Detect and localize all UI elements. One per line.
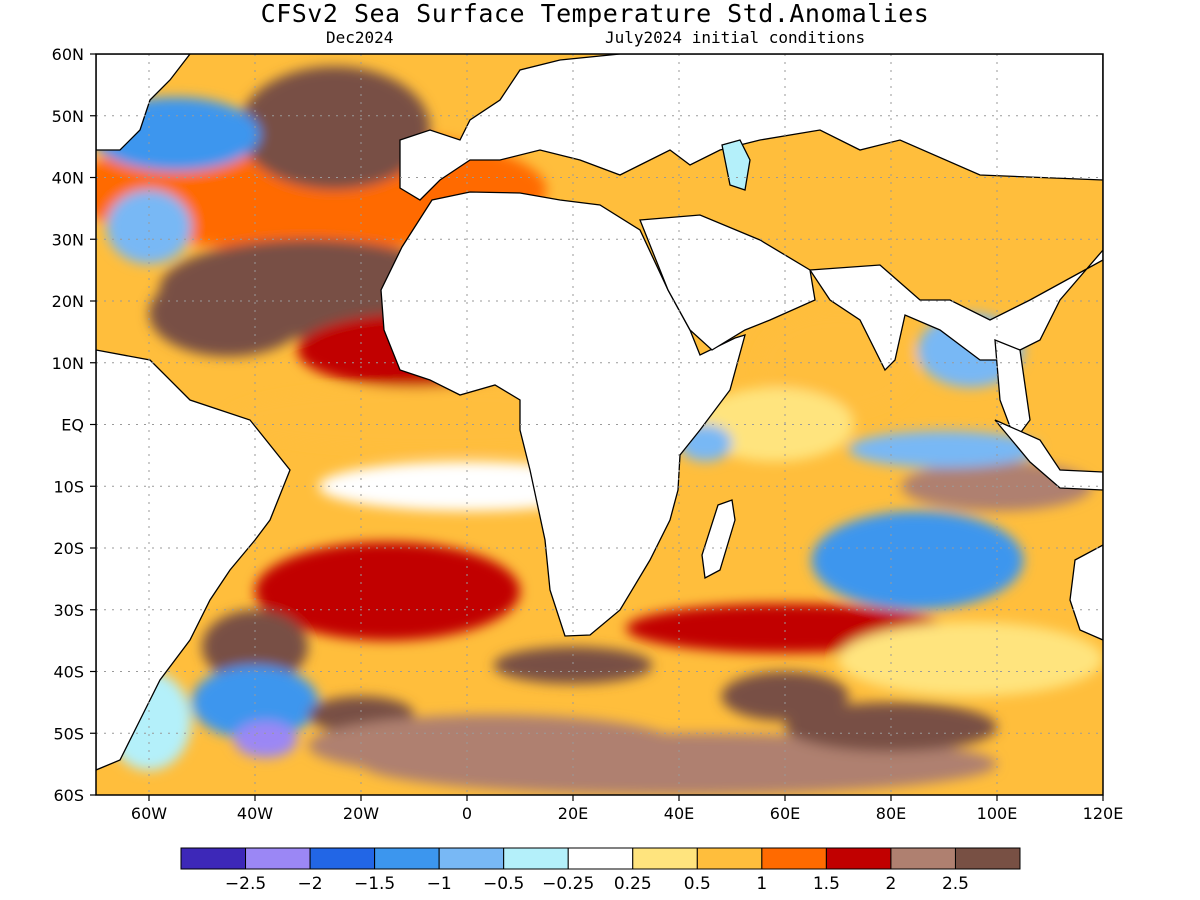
x-tick-label: 40W — [237, 804, 273, 823]
madagascar-landmass — [701, 499, 736, 580]
x-tick-label: 100E — [977, 804, 1018, 823]
anomaly-region — [721, 671, 849, 721]
axis-ticks: 60W 40W 20W 0 20E 40E 60E 80E 100E 120E 60N 50N 40N 3… — [52, 45, 1124, 823]
x-tick-label: 20E — [558, 804, 588, 823]
y-tick-label: 30N — [52, 230, 84, 249]
sea-peninsula — [994, 339, 1031, 442]
anomaly-region — [838, 622, 1103, 697]
colorbar-label: 2 — [886, 874, 897, 894]
map-title: CFSv2 Sea Surface Temperature Std.Anomal… — [260, 0, 930, 28]
anomaly-region — [106, 189, 192, 264]
colorbar-swatch — [309, 847, 376, 870]
colorbar-label: 2.5 — [942, 874, 969, 894]
y-tick-label: 50N — [52, 107, 84, 126]
africa-landmass — [380, 191, 746, 637]
x-tick-label: 60E — [770, 804, 800, 823]
colorbar-label: −1 — [427, 874, 452, 894]
land-masses — [96, 54, 1103, 771]
y-tick-label: 40N — [52, 169, 84, 188]
anomaly-region — [361, 733, 997, 795]
y-tick-label: 60N — [52, 45, 84, 64]
asia-landmass — [808, 54, 1103, 372]
x-tick-label: 80E — [876, 804, 906, 823]
colorbar-swatch — [503, 847, 569, 870]
x-tick-label: 120E — [1083, 804, 1124, 823]
forecast-month: Dec2024 — [326, 28, 394, 47]
colorbar-swatch — [632, 847, 698, 870]
colorbar-label: 1 — [756, 874, 767, 894]
y-tick-label: 10N — [52, 354, 84, 373]
anomaly-region — [233, 720, 298, 758]
x-tick-label: 20W — [343, 804, 379, 823]
x-tick-label: 40E — [664, 804, 694, 823]
colorbar-swatch — [180, 847, 247, 870]
colorbar-label: −0.5 — [483, 874, 524, 894]
x-tick-label: 60W — [131, 804, 167, 823]
y-tick-label: 20S — [53, 539, 84, 558]
colorbar-label: 0.5 — [684, 874, 711, 894]
colorbar-swatch — [761, 847, 827, 870]
x-tick-label: 0 — [462, 804, 472, 823]
anomaly-region — [493, 646, 653, 684]
colorbar-swatch — [374, 847, 440, 870]
y-tick-label: EQ — [61, 416, 84, 435]
colorbar: −2.5 −2 −1.5 −1 −0.5 −0.25 0.25 0.5 1 1.5 2 2.5 — [180, 847, 1021, 894]
y-tick-label: 10S — [53, 477, 84, 496]
north-america-landmass — [96, 54, 191, 151]
colorbar-label: 1.5 — [813, 874, 840, 894]
initial-conditions: July2024 initial conditions — [605, 28, 866, 47]
colorbar-label: −0.25 — [542, 874, 594, 894]
y-tick-label: 40S — [53, 663, 84, 682]
anomaly-region — [694, 387, 854, 462]
colorbar-swatch — [567, 847, 634, 870]
anomaly-region — [811, 510, 1024, 610]
colorbar-label: −2.5 — [225, 874, 266, 894]
colorbar-swatch — [245, 847, 311, 870]
south-america-landmass — [96, 349, 291, 771]
australia-landmass — [1069, 544, 1103, 641]
colorbar-label: 0.25 — [614, 874, 652, 894]
anomaly-region — [848, 430, 1040, 468]
y-tick-label: 30S — [53, 601, 84, 620]
arabia-landmass — [639, 214, 816, 351]
y-tick-label: 50S — [53, 724, 84, 743]
colorbar-swatch — [954, 847, 1021, 870]
colorbar-swatch — [438, 847, 505, 870]
europe-landmass — [399, 54, 1103, 201]
anomaly-region — [255, 541, 520, 641]
colorbar-label: −2 — [298, 874, 323, 894]
anomaly-region — [149, 270, 308, 357]
y-tick-label: 60S — [53, 786, 84, 805]
lat-lon-grid — [96, 54, 1103, 795]
colorbar-swatch — [696, 847, 763, 870]
colorbar-label: −1.5 — [354, 874, 395, 894]
colorbar-swatch — [825, 847, 892, 870]
colorbar-swatch — [890, 847, 956, 870]
y-tick-label: 20N — [52, 292, 84, 311]
indonesia-landmass — [994, 419, 1103, 491]
anomaly-region — [239, 66, 430, 190]
